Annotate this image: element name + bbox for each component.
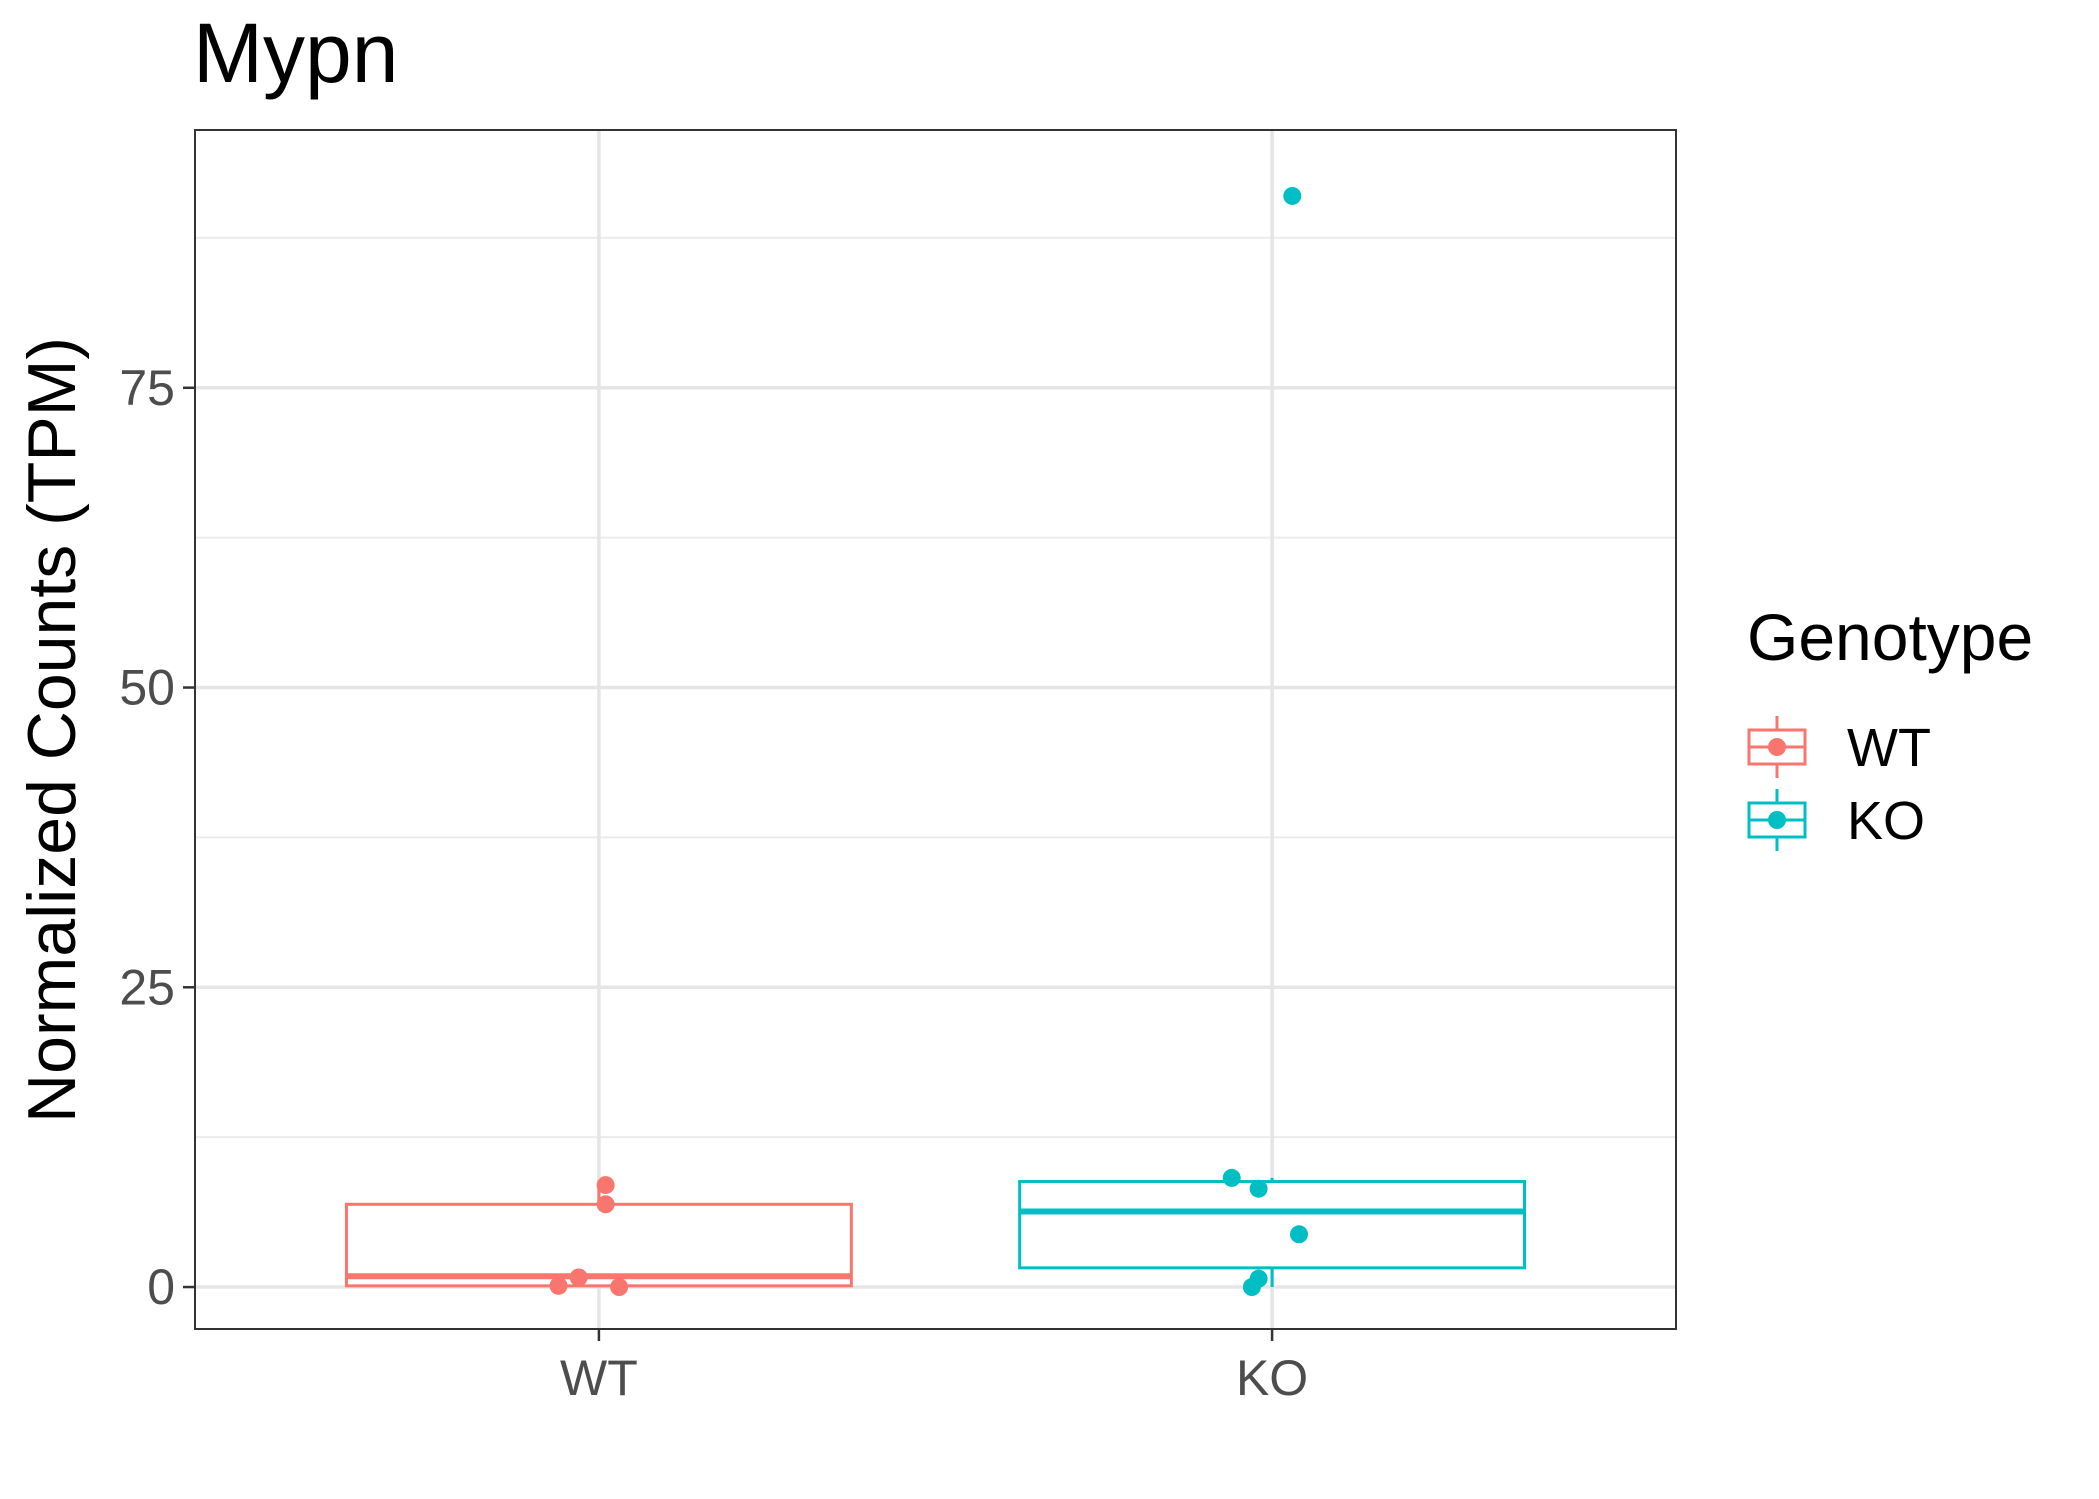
plot-panel-border [194, 129, 1677, 1330]
data-point-ko [1283, 186, 1302, 205]
data-point-wt [569, 1268, 588, 1287]
legend-keys: WT KO [1747, 716, 1931, 851]
legend-item-wt: WT [1747, 716, 1931, 778]
box-layer [344, 1177, 1527, 1288]
data-point-wt [610, 1278, 629, 1297]
box-ko [1018, 1177, 1527, 1288]
data-point-ko [1249, 1179, 1268, 1198]
chart-title: Mypn [193, 6, 398, 100]
y-axis-label: Normalized Counts (TPM) [14, 337, 90, 1123]
points-layer [549, 186, 1309, 1297]
data-point-wt [596, 1195, 615, 1214]
legend-key-point [1768, 811, 1786, 829]
data-point-wt [596, 1176, 615, 1195]
data-point-ko [1222, 1168, 1241, 1187]
iqr-box [344, 1202, 853, 1288]
y-tick-label: 25 [119, 959, 175, 1015]
legend-label: WT [1847, 718, 1931, 778]
legend-key-point [1768, 738, 1786, 756]
data-point-wt [549, 1276, 568, 1295]
y-tick-label: 0 [147, 1259, 175, 1315]
legend-label: KO [1847, 791, 1925, 851]
y-axis: 0 25 50 75 [119, 360, 195, 1315]
iqr-box [1018, 1180, 1527, 1270]
x-axis: WT KO [560, 1329, 1308, 1406]
data-point-ko [1242, 1278, 1261, 1297]
legend-item-ko: KO [1747, 789, 1925, 851]
x-tick-label: KO [1236, 1350, 1308, 1406]
grid-lines [195, 130, 1676, 1329]
x-tick-label: WT [560, 1350, 638, 1406]
data-point-ko [1290, 1225, 1309, 1244]
y-tick-label: 50 [119, 660, 175, 716]
legend-title: Genotype [1747, 600, 2033, 674]
y-tick-label: 75 [119, 360, 175, 416]
legend: Genotype WT KO [1747, 600, 2033, 851]
box-wt [344, 1185, 853, 1288]
